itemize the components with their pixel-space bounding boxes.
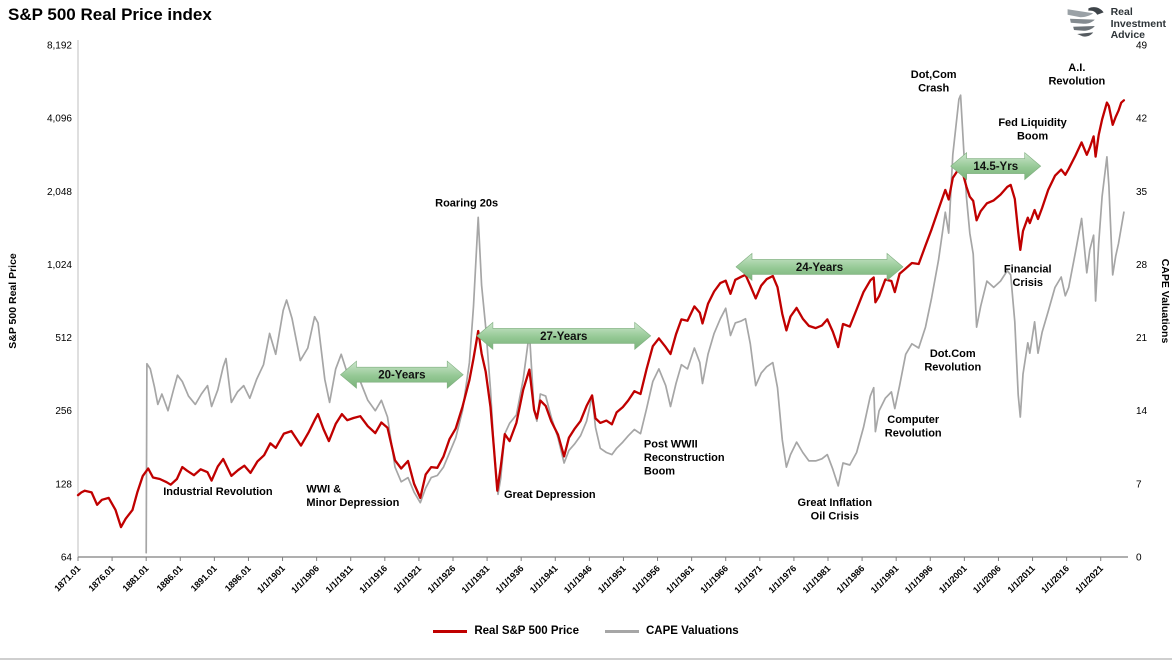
x-axis-tick: 1/1/1991	[869, 563, 901, 595]
span-arrow-label: 27-Years	[540, 331, 587, 343]
chart-legend: Real S&P 500 Price CAPE Valuations	[0, 625, 1172, 637]
x-axis-tick: 1/1/1941	[528, 563, 560, 595]
chart-annotation: Computer	[887, 414, 940, 426]
legend-label-cape: CAPE Valuations	[645, 625, 739, 637]
left-axis-tick: 2,048	[47, 187, 72, 198]
span-arrow	[476, 321, 652, 351]
x-axis-tick: 1886.01	[155, 563, 185, 593]
chart-annotation: Crisis	[1012, 277, 1043, 289]
chart-annotation: Reconstruction	[644, 452, 725, 464]
x-axis-tick: 1876.01	[86, 563, 116, 593]
right-axis-tick: 42	[1136, 114, 1148, 125]
series-cape-line	[145, 94, 1125, 554]
x-axis-tick: 1/1/1931	[460, 563, 492, 595]
chart-annotation: Great Inflation	[798, 497, 873, 509]
chart-annotation: Great Depression	[504, 489, 596, 501]
legend-label-real-price: Real S&P 500 Price	[474, 625, 579, 637]
brand-name-line-1: Real	[1110, 6, 1133, 19]
legend-item-real-price: Real S&P 500 Price	[433, 625, 579, 637]
span-arrow	[340, 360, 464, 389]
x-axis-tick: 1891.01	[189, 563, 219, 593]
chart-annotation: Revolution	[924, 362, 981, 374]
left-axis-tick: 512	[55, 333, 72, 344]
x-axis-tick: 1/1/1981	[801, 563, 833, 595]
left-axis-tick: 256	[55, 406, 72, 417]
x-axis-tick: 1/1/2001	[937, 563, 969, 595]
series-price-line	[76, 99, 1126, 529]
page-title: S&P 500 Real Price index	[8, 5, 212, 24]
span-arrow-label: 14.5-Yrs	[973, 161, 1018, 173]
x-axis-tick: 1/1/1996	[903, 563, 935, 595]
x-axis-tick: 1/1/1986	[835, 563, 867, 595]
x-axis-tick: 1/1/1956	[630, 563, 662, 595]
left-axis-tick: 128	[55, 479, 72, 490]
x-axis-tick: 1/1/1936	[494, 563, 526, 595]
x-axis-tick: 1/1/1901	[255, 563, 287, 595]
x-axis-tick: 1/1/1966	[698, 563, 730, 595]
span-arrow	[735, 252, 904, 282]
x-axis-tick: 1/1/1921	[391, 563, 423, 595]
x-axis-tick: 1881.01	[121, 563, 151, 593]
chart-annotation: Revolution	[885, 427, 942, 439]
x-axis-tick: 1/1/1961	[664, 563, 696, 595]
chart-annotation: A.I.	[1068, 62, 1085, 74]
chart-annotation: Revolution	[1048, 76, 1105, 88]
x-axis-tick: 1/1/1976	[766, 563, 798, 595]
x-axis-tick: 1896.01	[223, 563, 253, 593]
span-arrow-label: 20-Years	[378, 370, 425, 382]
legend-item-cape: CAPE Valuations	[604, 625, 739, 637]
brand-name-line-2: Investment	[1110, 17, 1166, 30]
left-axis-tick: 8,192	[47, 41, 72, 52]
x-axis-tick: 1/1/2006	[971, 563, 1003, 595]
right-axis-title: CAPE Valuations	[1159, 259, 1171, 344]
right-axis-tick: 21	[1136, 333, 1148, 344]
chart-annotation: Fed Liquidity	[998, 117, 1067, 129]
x-axis-tick: 1/1/2011	[1005, 563, 1036, 594]
right-axis-tick: 35	[1136, 187, 1148, 198]
x-axis-tick: 1/1/1916	[357, 563, 389, 595]
brand-name-line-3: Advice	[1110, 29, 1145, 42]
chart-annotation: Post WWII	[644, 438, 698, 450]
chart-annotation: Boom	[1017, 131, 1048, 143]
bottom-divider	[0, 658, 1172, 660]
red-line-swatch	[433, 629, 468, 633]
x-axis-tick: 1/1/2021	[1073, 563, 1105, 595]
chart-annotation: Crash	[918, 82, 949, 94]
x-axis-tick: 1/1/1971	[732, 563, 764, 595]
right-axis-tick: 0	[1136, 553, 1142, 564]
right-axis-tick: 49	[1136, 41, 1148, 52]
x-axis-tick: 1/1/1951	[596, 563, 628, 595]
chart-annotation: Minor Depression	[306, 497, 399, 509]
chart-annotation: Boom	[644, 465, 675, 477]
left-axis-title: S&P 500 Real Price	[7, 253, 19, 349]
span-arrow-label: 24-Years	[796, 262, 843, 274]
x-axis-tick: 1/1/1906	[289, 563, 321, 595]
left-axis-tick: 64	[61, 553, 73, 564]
right-axis-tick: 28	[1136, 260, 1148, 271]
chart-annotation: Financial	[1004, 263, 1052, 275]
left-axis-tick: 4,096	[47, 114, 72, 125]
chart-annotation: Industrial Revolution	[163, 486, 273, 498]
right-axis-tick: 14	[1136, 406, 1148, 417]
left-axis-tick: 1,024	[47, 260, 72, 271]
chart-annotation: Dot,Com	[911, 69, 957, 81]
chart-annotation: Dot.Com	[930, 348, 976, 360]
chart-annotation: Oil Crisis	[811, 510, 859, 522]
chart-annotation: Roaring 20s	[435, 198, 498, 210]
right-axis-tick: 7	[1136, 479, 1142, 490]
x-axis-tick: 1/1/1946	[562, 563, 594, 595]
gray-line-swatch	[604, 629, 639, 633]
span-arrow	[950, 151, 1042, 181]
chart-annotation: WWI &	[306, 483, 341, 495]
eagle-logo-icon	[1066, 4, 1106, 45]
brand-name: Real Investment Advice	[1111, 7, 1166, 42]
x-axis-tick: 1/1/2016	[1039, 563, 1071, 595]
x-axis-tick: 1/1/1911	[324, 563, 355, 594]
x-axis-tick: 1/1/1926	[426, 563, 458, 595]
brand-logo: Real Investment Advice	[1066, 4, 1166, 45]
x-axis-tick: 1871.01	[52, 563, 82, 593]
